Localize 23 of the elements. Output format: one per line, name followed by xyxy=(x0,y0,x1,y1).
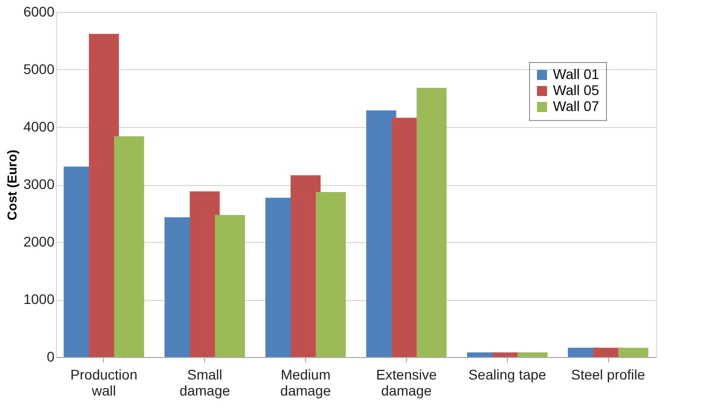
y-axis-title: Cost (Euro) xyxy=(4,150,20,220)
x-tick-label: Medium damage xyxy=(280,366,332,398)
y-tick-label: 6000 xyxy=(23,4,55,20)
bar xyxy=(114,136,144,357)
y-tick-label: 5000 xyxy=(23,61,55,77)
bar xyxy=(517,352,548,357)
x-tick-label: Sealing tape xyxy=(468,366,546,382)
y-tick-label: 4000 xyxy=(23,118,55,134)
y-tick-label: 1000 xyxy=(23,291,55,307)
bar xyxy=(618,348,648,357)
y-tick-label: 0 xyxy=(46,348,55,364)
legend-label: Wall 07 xyxy=(553,98,600,114)
y-tick-label: 2000 xyxy=(23,234,55,250)
x-tick-label: Production wall xyxy=(70,366,138,398)
bar xyxy=(316,192,346,357)
y-tick-label: 3000 xyxy=(23,176,55,192)
legend-label: Wall 05 xyxy=(553,82,600,98)
x-tick-label: Extensive damage xyxy=(376,366,437,398)
x-tick-label: Steel profile xyxy=(571,366,646,382)
x-tick-label: Small damage xyxy=(179,366,230,398)
legend-label: Wall 01 xyxy=(553,66,600,82)
bar xyxy=(214,214,245,357)
bar xyxy=(416,88,447,357)
